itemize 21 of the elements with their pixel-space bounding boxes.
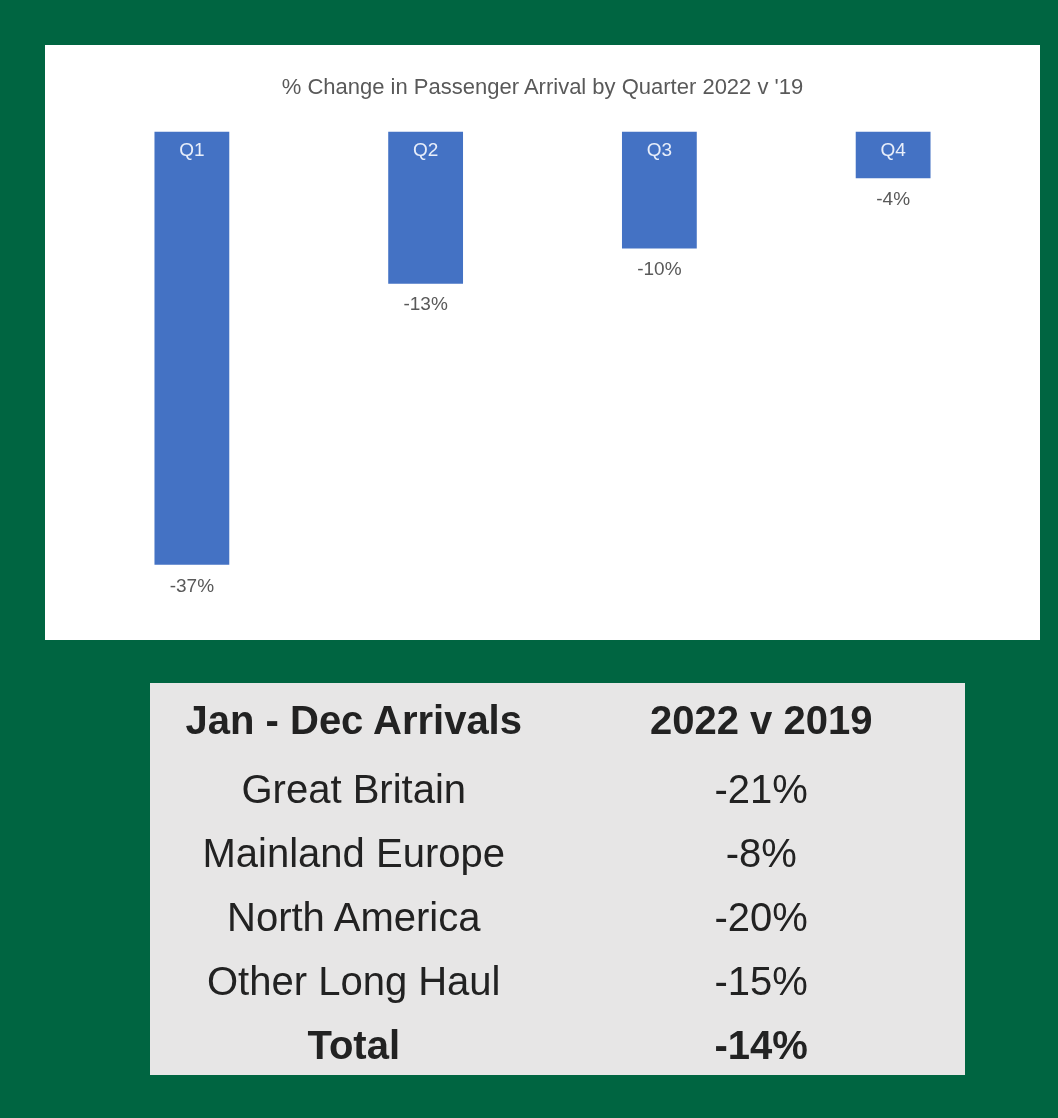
category-label: Mainland Europe — [201, 830, 506, 877]
chart-title: % Change in Passenger Arrival by Quarter 2022 v '19 — [281, 74, 804, 100]
data-label: -37% — [169, 574, 215, 596]
data-label: -13% — [403, 293, 448, 315]
category-label: Great Britain — [240, 766, 467, 813]
category-label: Other Long Haul — [206, 958, 502, 1005]
text: Jan - Dec Arrivals — [184, 696, 523, 744]
category-label: North America — [226, 894, 482, 941]
data-label: -10% — [637, 258, 682, 280]
text: -15% — [714, 959, 808, 1003]
text: -21% — [714, 767, 808, 811]
data-label: -4% — [876, 187, 911, 209]
text: -14% — [714, 1023, 808, 1067]
x-tick-label: Q2 — [412, 139, 439, 161]
x-tick-label: Q1 — [179, 139, 205, 161]
category-label: Total — [306, 1022, 402, 1069]
x-tick-label: Q3 — [646, 139, 673, 161]
text: 2022 v 2019 — [649, 696, 874, 744]
text: -8% — [725, 831, 797, 875]
x-tick-label: Q4 — [880, 139, 907, 161]
text: -20% — [714, 895, 808, 939]
